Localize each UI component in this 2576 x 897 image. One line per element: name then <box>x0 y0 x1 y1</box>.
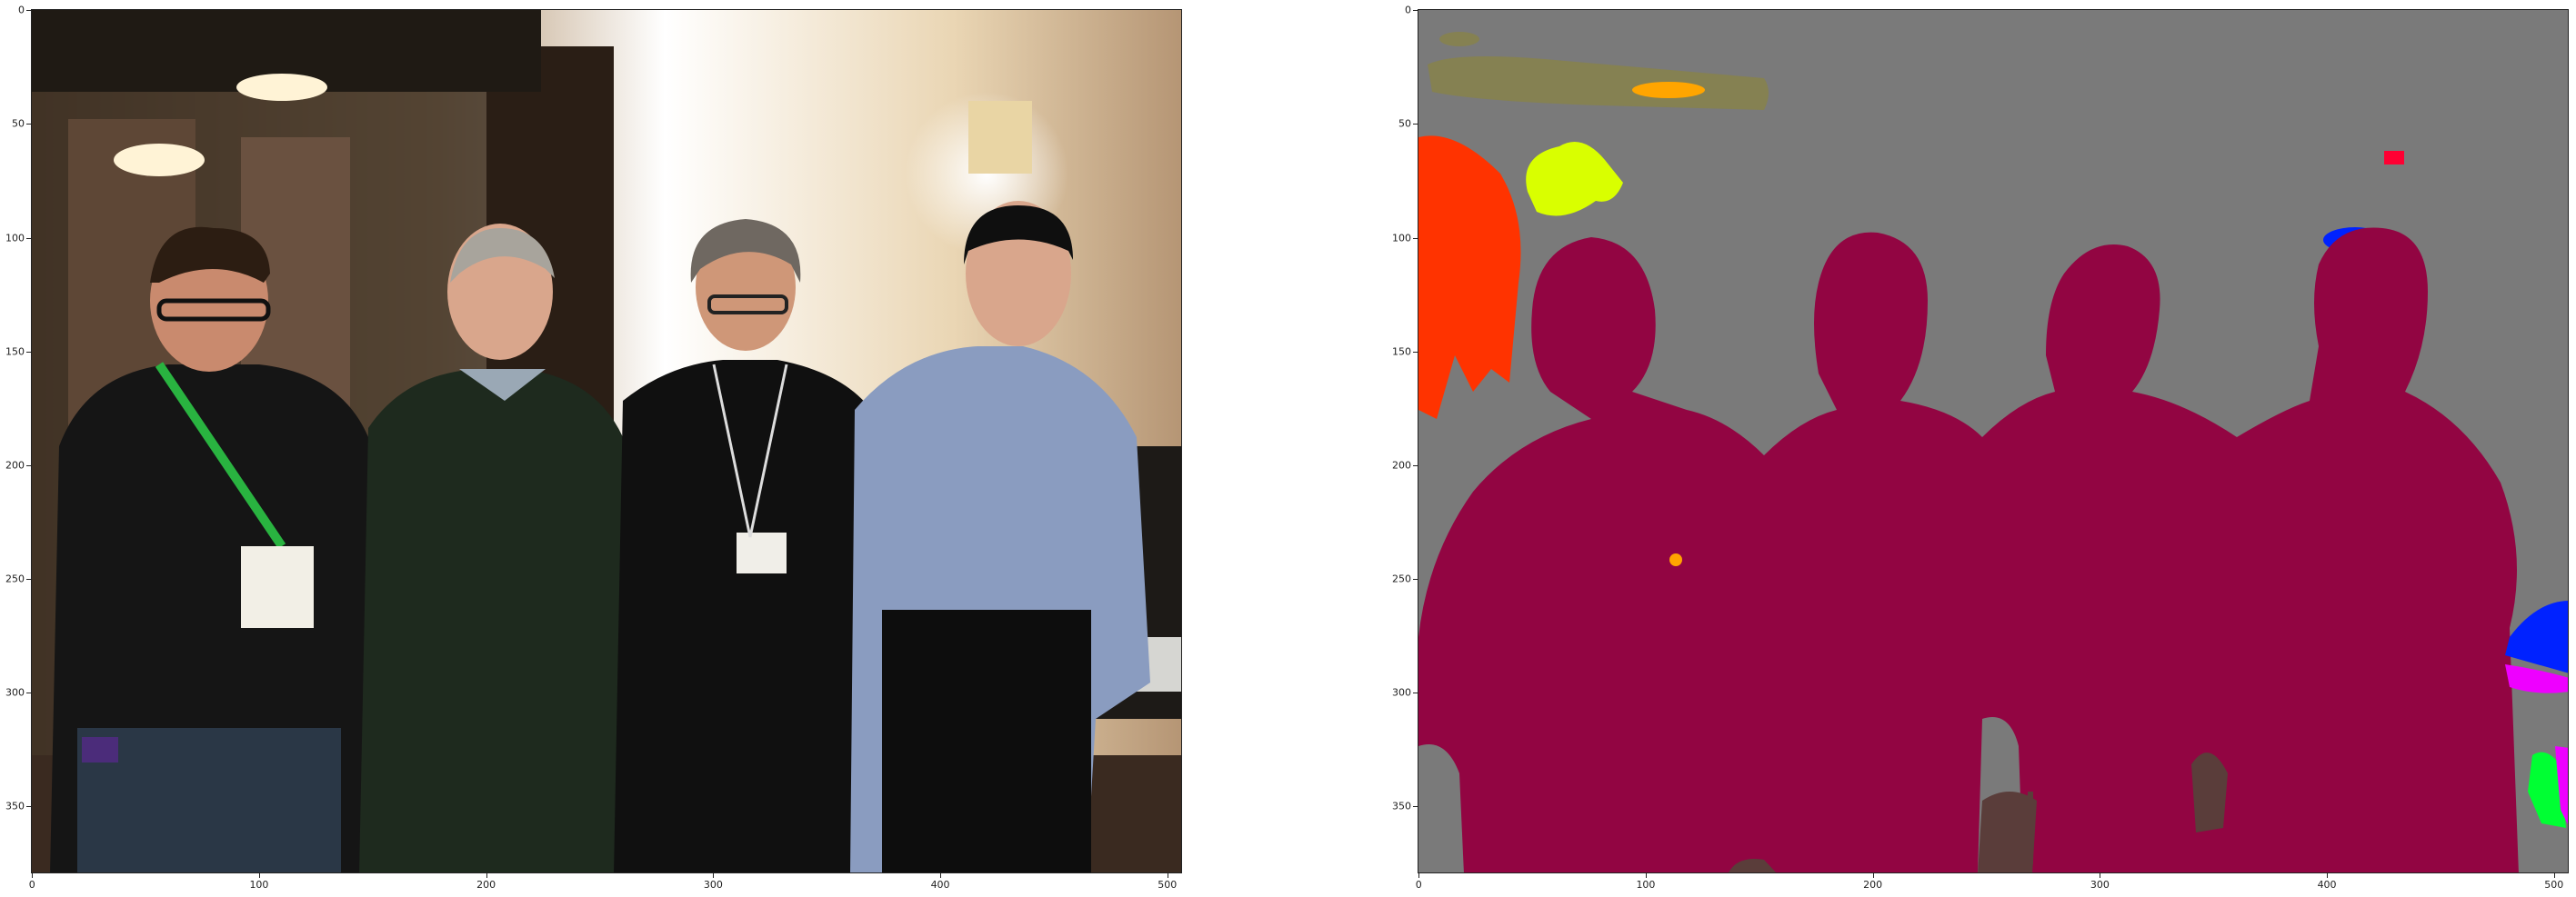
x-tick-label: 500 <box>1158 879 1178 891</box>
seg-yellow-lamp <box>1526 142 1623 216</box>
y-tick-mark <box>1413 351 1418 353</box>
x-tick-label: 0 <box>1415 879 1422 891</box>
y-tick-label: 150 <box>5 345 25 358</box>
photo-person-1 <box>50 226 377 872</box>
y-tick-label: 250 <box>5 573 25 585</box>
y-tick-mark <box>26 464 31 466</box>
y-tick-label: 300 <box>1392 686 1411 699</box>
y-tick-label: 350 <box>1392 800 1411 812</box>
seg-gap-left <box>1418 744 1464 872</box>
y-tick-mark <box>26 578 31 580</box>
seg-red-spot <box>2384 151 2404 164</box>
y-tick-label: 50 <box>12 117 25 130</box>
photo-axes <box>31 9 1182 873</box>
y-tick-mark <box>1413 806 1418 808</box>
seg-red-orange-region <box>1418 135 1521 420</box>
seg-people <box>1418 227 2519 872</box>
x-tick-mark <box>258 873 260 878</box>
y-tick-label: 0 <box>18 4 25 16</box>
seg-brown-2 <box>1729 859 1777 872</box>
y-tick-mark <box>1413 124 1418 125</box>
y-tick-mark <box>1413 578 1418 580</box>
x-tick-mark <box>1872 873 1874 878</box>
seg-brown-3 <box>2191 752 2228 832</box>
x-tick-label: 500 <box>2544 879 2564 891</box>
photo-person-4 <box>850 201 1150 872</box>
photo-person-3 <box>614 219 882 872</box>
y-tick-label: 350 <box>5 800 25 812</box>
y-tick-label: 200 <box>1392 459 1411 472</box>
y-tick-label: 50 <box>1398 117 1411 130</box>
seg-green-region <box>2528 752 2566 828</box>
x-tick-label: 100 <box>249 879 269 891</box>
y-tick-label: 150 <box>1392 345 1411 358</box>
x-tick-mark <box>486 873 487 878</box>
photo-lamp-2 <box>236 74 327 101</box>
x-tick-label: 400 <box>930 879 950 891</box>
x-tick-mark <box>2327 873 2329 878</box>
y-tick-mark <box>26 10 31 12</box>
y-tick-label: 100 <box>5 232 25 244</box>
x-tick-label: 100 <box>1636 879 1656 891</box>
seg-magenta-region <box>2505 664 2568 693</box>
segmentation-axes <box>1418 9 2569 873</box>
x-tick-label: 300 <box>703 879 723 891</box>
seg-ceiling-spot <box>1439 32 1479 46</box>
seg-orange-lamp <box>1632 82 1705 98</box>
y-tick-mark <box>26 237 31 239</box>
y-tick-label: 200 <box>5 459 25 472</box>
x-tick-mark <box>713 873 715 878</box>
seg-brown-strip <box>2028 792 2033 864</box>
seg-brown-1 <box>1978 792 2037 872</box>
x-tick-mark <box>1418 873 1420 878</box>
x-tick-mark <box>32 873 34 878</box>
y-tick-mark <box>1413 10 1418 12</box>
photo-wall-sconce <box>968 101 1032 174</box>
y-tick-mark <box>1413 237 1418 239</box>
photo-image <box>32 10 1181 872</box>
photo-panel: 0 100 200 300 400 500 0 50 100 150 200 250 300 350 <box>0 0 1182 897</box>
seg-blue-region <box>2505 601 2568 673</box>
y-tick-label: 300 <box>5 686 25 699</box>
x-tick-mark <box>940 873 942 878</box>
y-tick-label: 0 <box>1405 4 1411 16</box>
seg-orange-dot <box>1669 553 1682 566</box>
x-tick-label: 0 <box>28 879 35 891</box>
y-tick-mark <box>26 806 31 808</box>
photo-person-2 <box>359 224 632 872</box>
y-tick-mark <box>26 124 31 125</box>
segmentation-map <box>1418 10 2568 872</box>
x-tick-mark <box>2553 873 2555 878</box>
seg-magenta-region-2 <box>2555 746 2568 824</box>
y-tick-mark <box>26 351 31 353</box>
x-tick-label: 200 <box>1863 879 1883 891</box>
segmentation-panel: 0 100 200 300 400 500 0 50 100 150 200 250 300 350 <box>1387 0 2569 897</box>
y-tick-mark <box>1413 464 1418 466</box>
x-tick-label: 300 <box>2090 879 2110 891</box>
x-tick-label: 400 <box>2317 879 2337 891</box>
y-tick-label: 250 <box>1392 573 1411 585</box>
x-tick-mark <box>1645 873 1647 878</box>
x-tick-label: 200 <box>476 879 496 891</box>
photo-lamp-1 <box>114 144 205 176</box>
y-tick-label: 100 <box>1392 232 1411 244</box>
